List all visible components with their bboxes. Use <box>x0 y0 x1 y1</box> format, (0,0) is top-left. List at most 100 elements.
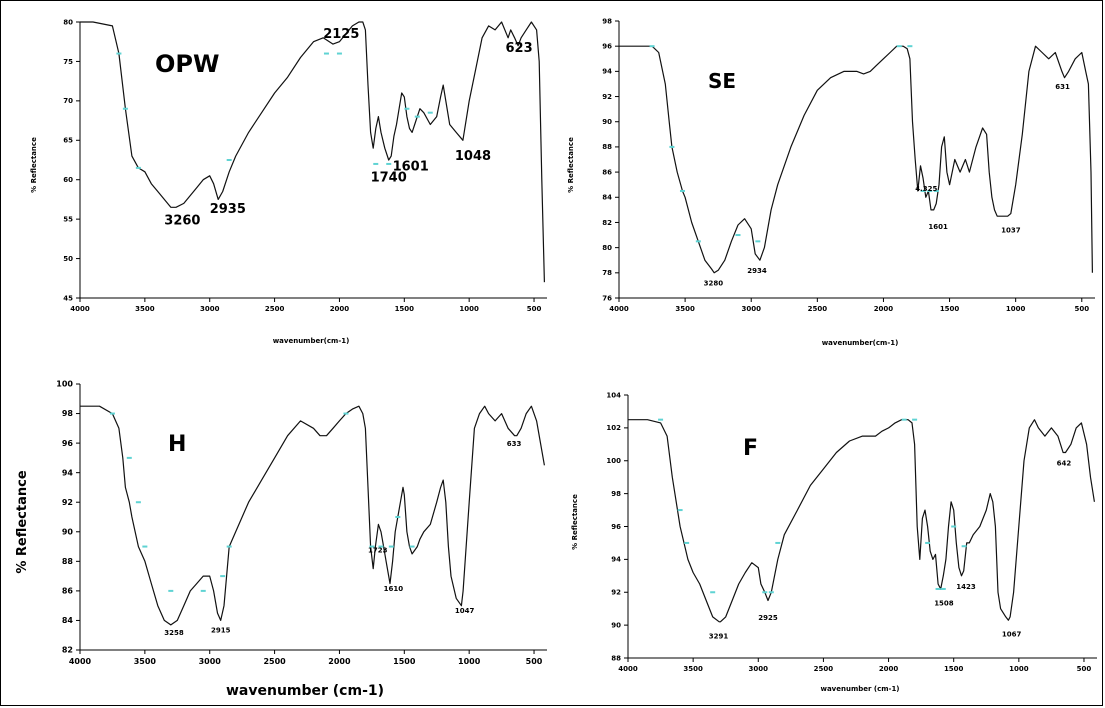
peak-label-3258: 3258 <box>164 629 184 637</box>
spectrum-line <box>619 45 1093 274</box>
peak-marker <box>109 412 115 415</box>
y-tick-label: 98 <box>611 490 621 498</box>
peak-marker <box>755 240 761 243</box>
peak-label-4325: 4.325 <box>915 185 937 193</box>
x-tick-label: 2500 <box>263 657 286 666</box>
peak-marker <box>226 545 232 548</box>
axes: 4000 3500 3000 2500 2000 1500 1000 500 82 84 86 88 9… <box>56 380 547 666</box>
peak-marker <box>200 589 206 592</box>
y-axis-title: % Reflectance <box>571 494 579 550</box>
peak-label-1037: 1037 <box>1001 227 1021 235</box>
y-tick-label: 102 <box>606 424 621 432</box>
peak-marker <box>935 587 941 590</box>
sample-title: H <box>168 432 186 457</box>
peak-marker <box>649 45 655 48</box>
peak-marker <box>369 545 375 548</box>
y-tick-label: 80 <box>63 18 73 26</box>
y-tick-label: 104 <box>606 391 621 399</box>
peak-label-642: 642 <box>1057 460 1072 468</box>
x-tick-label: 2500 <box>814 665 834 673</box>
peak-label-2915: 2915 <box>211 626 231 634</box>
axes: 4000 3500 3000 2500 2000 1500 1000 500 45 50 55 60 6… <box>63 18 547 313</box>
peak-label-3280: 3280 <box>704 279 724 287</box>
spectrum-line <box>80 405 545 626</box>
peak-marker <box>386 162 392 165</box>
peak-marker <box>142 545 148 548</box>
sample-title: SE <box>708 69 736 93</box>
peak-marker <box>343 412 349 415</box>
y-tick-label: 78 <box>602 269 612 277</box>
y-tick-label: 96 <box>62 439 74 448</box>
peak-label-2934: 2934 <box>747 267 767 275</box>
peak-marker <box>901 418 907 421</box>
y-tick-label: 92 <box>611 589 621 597</box>
x-tick-label: 500 <box>527 305 542 313</box>
y-tick-label: 98 <box>62 409 74 418</box>
x-tick-label: 2000 <box>879 665 899 673</box>
x-tick-label: 1500 <box>940 305 960 313</box>
y-tick-label: 76 <box>602 294 612 302</box>
peak-label-1048: 1048 <box>455 149 491 164</box>
y-tick-label: 94 <box>602 68 612 76</box>
peak-marker <box>126 456 132 459</box>
y-tick-label: 96 <box>602 43 612 51</box>
peak-marker <box>404 107 410 110</box>
y-tick-label: 92 <box>62 498 73 507</box>
x-axis-title: wavenumber(cm-1) <box>822 339 899 347</box>
x-tick-label: 4000 <box>70 305 90 313</box>
peak-label-1423: 1423 <box>956 583 976 591</box>
y-tick-label: 70 <box>63 97 73 105</box>
peak-marker <box>378 545 384 548</box>
y-tick-label: 84 <box>62 616 74 625</box>
y-tick-label: 65 <box>63 137 73 145</box>
x-tick-label: 4000 <box>618 665 638 673</box>
peak-marker <box>336 52 342 55</box>
x-tick-label: 3000 <box>741 305 761 313</box>
peak-marker <box>768 591 774 594</box>
peak-marker <box>409 545 415 548</box>
x-axis-title: wavenumber (cm-1) <box>226 683 384 699</box>
sample-title: F <box>743 436 758 461</box>
y-tick-label: 50 <box>63 255 73 263</box>
peak-marker <box>677 509 683 512</box>
x-tick-label: 1000 <box>1009 665 1029 673</box>
peak-marker <box>135 501 141 504</box>
peak-marker <box>735 234 741 237</box>
peak-marker <box>116 52 122 55</box>
y-tick-label: 94 <box>62 468 74 477</box>
peak-marker <box>710 591 716 594</box>
peak-label-631: 631 <box>1055 83 1070 91</box>
peak-marker <box>395 516 401 518</box>
peak-marker <box>961 545 967 548</box>
x-tick-label: 1000 <box>1006 305 1026 313</box>
axes: 4000 3500 3000 2500 2000 1500 1000 500 76 78 80 82 8… <box>602 17 1095 313</box>
y-tick-label: 90 <box>602 118 612 126</box>
peak-label-1047: 1047 <box>455 607 475 615</box>
peak-marker <box>135 166 141 169</box>
peak-marker <box>920 189 926 192</box>
x-tick-label: 2500 <box>808 305 828 313</box>
peak-marker <box>226 159 232 161</box>
peak-label-1740: 1740 <box>371 170 407 185</box>
y-tick-label: 88 <box>611 654 621 662</box>
sample-title: OPW <box>155 50 219 78</box>
y-tick-label: 60 <box>63 176 73 184</box>
y-tick-label: 80 <box>602 244 612 252</box>
x-tick-label: 1000 <box>458 657 481 666</box>
spectrum-line <box>628 419 1095 623</box>
peak-marker <box>323 52 329 55</box>
peak-label-1610: 1610 <box>384 585 404 593</box>
peak-marker <box>679 189 685 192</box>
peak-label-2125: 2125 <box>323 27 359 42</box>
y-tick-label: 90 <box>611 621 621 629</box>
x-tick-label: 4000 <box>69 657 92 666</box>
peak-marker <box>669 145 675 148</box>
peak-marker <box>896 45 902 48</box>
chart-h: 4000 3500 3000 2500 2000 1500 1000 500 82 84 86 88 9… <box>15 380 547 699</box>
y-tick-label: 86 <box>602 168 612 176</box>
x-tick-label: 1500 <box>395 305 415 313</box>
peak-label-633: 633 <box>507 440 522 448</box>
x-tick-label: 4000 <box>609 305 629 313</box>
chart-f: 4000 3500 3000 2500 2000 1500 1000 500 88 90 92 94 9… <box>571 391 1097 693</box>
